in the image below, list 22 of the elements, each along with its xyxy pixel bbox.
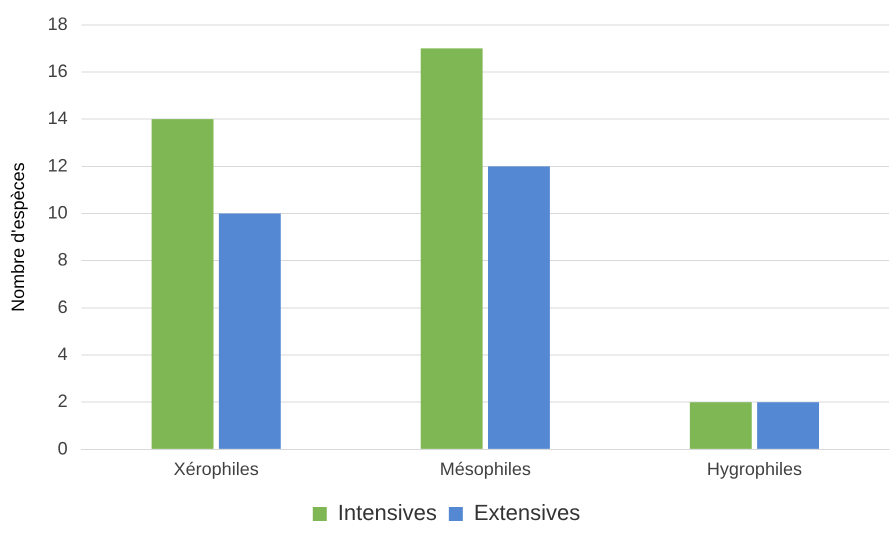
y-tick-label: 4 [58,344,68,364]
legend-label: Extensives [474,500,580,526]
bar [757,402,820,449]
y-tick-label: 6 [58,296,68,317]
y-tick-label: 14 [48,108,68,128]
y-axis-title: Nombre d'espèces [8,162,28,312]
y-tick-label: 12 [48,155,68,176]
y-tick-label: 18 [48,14,68,34]
y-tick-label: 0 [58,438,68,458]
x-tick-label: Mésophiles [440,459,531,480]
y-tick-label: 16 [48,60,68,81]
bar [690,402,752,449]
y-tick-label: 10 [48,202,68,222]
y-tick-label: 2 [58,391,68,412]
bar [420,48,483,449]
legend-label: Intensives [338,500,437,526]
x-tick-label: Xérophiles [174,459,259,480]
x-tick-label: Hygrophiles [706,459,802,480]
bar [488,166,550,449]
bar [218,214,281,449]
y-tick-label: 8 [58,250,68,270]
bar [152,119,214,449]
